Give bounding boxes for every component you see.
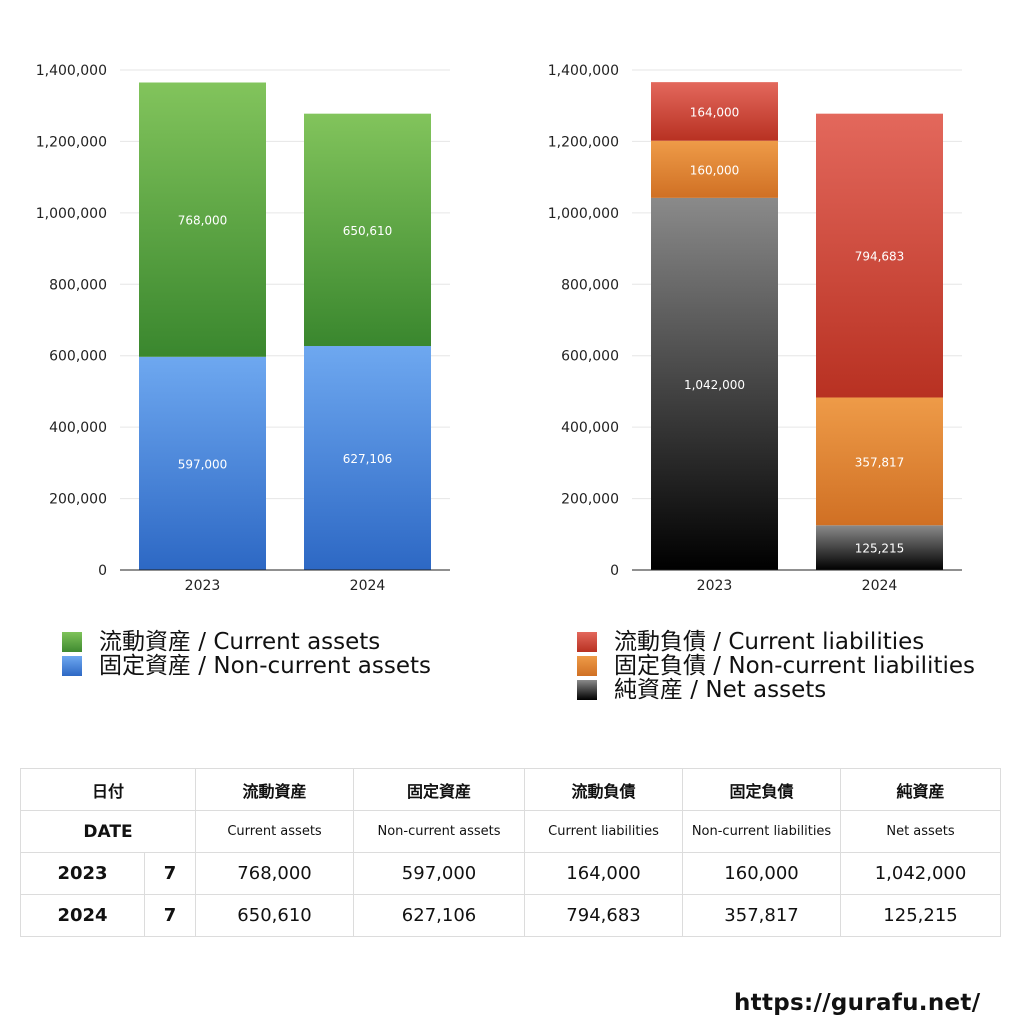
source-url: https://gurafu.net/ [734,990,981,1016]
y-tick-label: 1,200,000 [36,134,107,150]
bar-net-assets-2024 [816,525,943,570]
y-tick-label: 800,000 [561,277,619,293]
table-cell-current-liabilities: 794,683 [524,894,684,937]
table-cell-year: 2023 [20,852,145,895]
y-tick-label: 1,000,000 [36,206,107,222]
table-cell-net-assets: 1,042,000 [840,852,1002,895]
y-tick-label: 0 [98,563,107,579]
table-header-row-ja: 日付 流動資産 固定資産 流動負債 固定負債 純資産 [19,768,1002,811]
table-header-current-liabilities-en: Current liabilities [524,810,684,853]
table-header-row-en: DATE Current assets Non-current assets C… [19,810,1002,853]
bar-current-assets-2023 [139,82,266,357]
financial-data-table: 日付 流動資産 固定資産 流動負債 固定負債 純資産 DATE Current … [19,768,1002,937]
table-cell-year: 2024 [20,894,145,937]
table-cell-non-current-liabilities: 160,000 [682,852,842,895]
legend-label-current-assets: 流動資産 / Current assets [99,629,381,655]
y-tick-label: 800,000 [49,277,107,293]
bar-net-assets-2023 [651,197,778,570]
table-cell-non-current-assets: 627,106 [353,894,526,937]
legend-item-non-current-assets: 固定資産 / Non-current assets [62,654,431,678]
table-header-net-assets-ja: 純資産 [840,768,1002,811]
data-label-current-assets-2024: 650,610 [343,224,393,238]
table-header-current-assets-en: Current assets [195,810,355,853]
table-header-date-ja: 日付 [19,768,197,811]
bar-current-liabilities-2024 [816,113,943,398]
data-label-current-liabilities-2023: 164,000 [690,105,740,119]
table-header-non-current-assets-en: Non-current assets [353,810,526,853]
table-header-non-current-liabilities-en: Non-current liabilities [682,810,842,853]
bar-non-current-liabilities-2024 [816,397,943,526]
bar-current-liabilities-2023 [651,82,778,141]
data-label-current-liabilities-2024: 794,683 [855,250,905,264]
y-tick-label: 400,000 [49,420,107,436]
x-tick-label: 2023 [697,578,733,594]
liabilities-net-assets-chart: 0 200,000 400,000 600,000 800,000 1,000,000 1,… [548,63,962,594]
data-label-non-current-assets-2023: 597,000 [178,457,228,471]
legend-label-current-liabilities: 流動負債 / Current liabilities [614,629,925,655]
legend-label-non-current-assets: 固定資産 / Non-current assets [99,653,432,679]
table-cell-non-current-assets: 597,000 [353,852,526,895]
bar-non-current-liabilities-2023 [651,140,778,198]
y-tick-label: 200,000 [561,492,619,508]
data-label-non-current-assets-2024: 627,106 [343,452,393,466]
liabilities-legend: 流動負債 / Current liabilities 固定負債 / Non-cu… [577,630,975,702]
legend-item-non-current-liabilities: 固定負債 / Non-current liabilities [577,654,975,678]
data-label-current-assets-2023: 768,000 [178,214,228,228]
y-tick-label: 1,000,000 [548,206,619,222]
legend-swatch-net-assets [577,680,597,700]
y-tick-label: 400,000 [561,420,619,436]
table-row: 2024 7 650,610 627,106 794,683 357,817 1… [20,894,1002,937]
legend-item-net-assets: 純資産 / Net assets [577,678,975,702]
data-label-non-current-liabilities-2024: 357,817 [855,455,905,469]
table-cell-month: 7 [143,852,197,895]
table-cell-month: 7 [143,894,197,937]
y-tick-label: 1,400,000 [548,63,619,79]
table-cell-non-current-liabilities: 357,817 [682,894,842,937]
table-header-non-current-assets-ja: 固定資産 [353,768,526,811]
x-tick-label: 2024 [350,578,386,594]
legend-swatch-current-liabilities [577,632,597,652]
table-header-current-assets-ja: 流動資産 [195,768,355,811]
table-row: 2023 7 768,000 597,000 164,000 160,000 1… [20,852,1002,895]
assets-legend: 流動資産 / Current assets 固定資産 / Non-current… [62,630,431,678]
table-cell-net-assets: 125,215 [840,894,1002,937]
y-tick-label: 1,200,000 [548,134,619,150]
legend-swatch-current-assets [62,632,82,652]
bar-current-assets-2024 [304,113,431,347]
y-tick-label: 600,000 [49,349,107,365]
y-tick-label: 600,000 [561,349,619,365]
table-header-net-assets-en: Net assets [840,810,1002,853]
data-label-net-assets-2024: 125,215 [855,542,905,556]
legend-item-current-liabilities: 流動負債 / Current liabilities [577,630,975,654]
legend-swatch-non-current-liabilities [577,656,597,676]
table-cell-current-liabilities: 164,000 [524,852,684,895]
legend-label-non-current-liabilities: 固定負債 / Non-current liabilities [614,653,975,679]
legend-label-net-assets: 純資産 / Net assets [614,677,827,703]
legend-swatch-non-current-assets [62,656,82,676]
table-header-non-current-liabilities-ja: 固定負債 [682,768,842,811]
y-tick-label: 0 [610,563,619,579]
y-tick-label: 200,000 [49,492,107,508]
assets-chart: 0 200,000 400,000 600,000 800,000 1,000,000 1,… [36,63,450,594]
legend-item-current-assets: 流動資産 / Current assets [62,630,431,654]
bar-non-current-assets-2024 [304,346,431,570]
table-cell-current-assets: 650,610 [195,894,355,937]
x-tick-label: 2024 [862,578,898,594]
x-tick-label: 2023 [185,578,221,594]
bar-non-current-assets-2023 [139,356,266,570]
data-label-non-current-liabilities-2023: 160,000 [690,163,740,177]
table-header-date-en: DATE [19,810,197,853]
table-cell-current-assets: 768,000 [195,852,355,895]
y-tick-label: 1,400,000 [36,63,107,79]
data-label-net-assets-2023: 1,042,000 [684,378,745,392]
table-header-current-liabilities-ja: 流動負債 [524,768,684,811]
